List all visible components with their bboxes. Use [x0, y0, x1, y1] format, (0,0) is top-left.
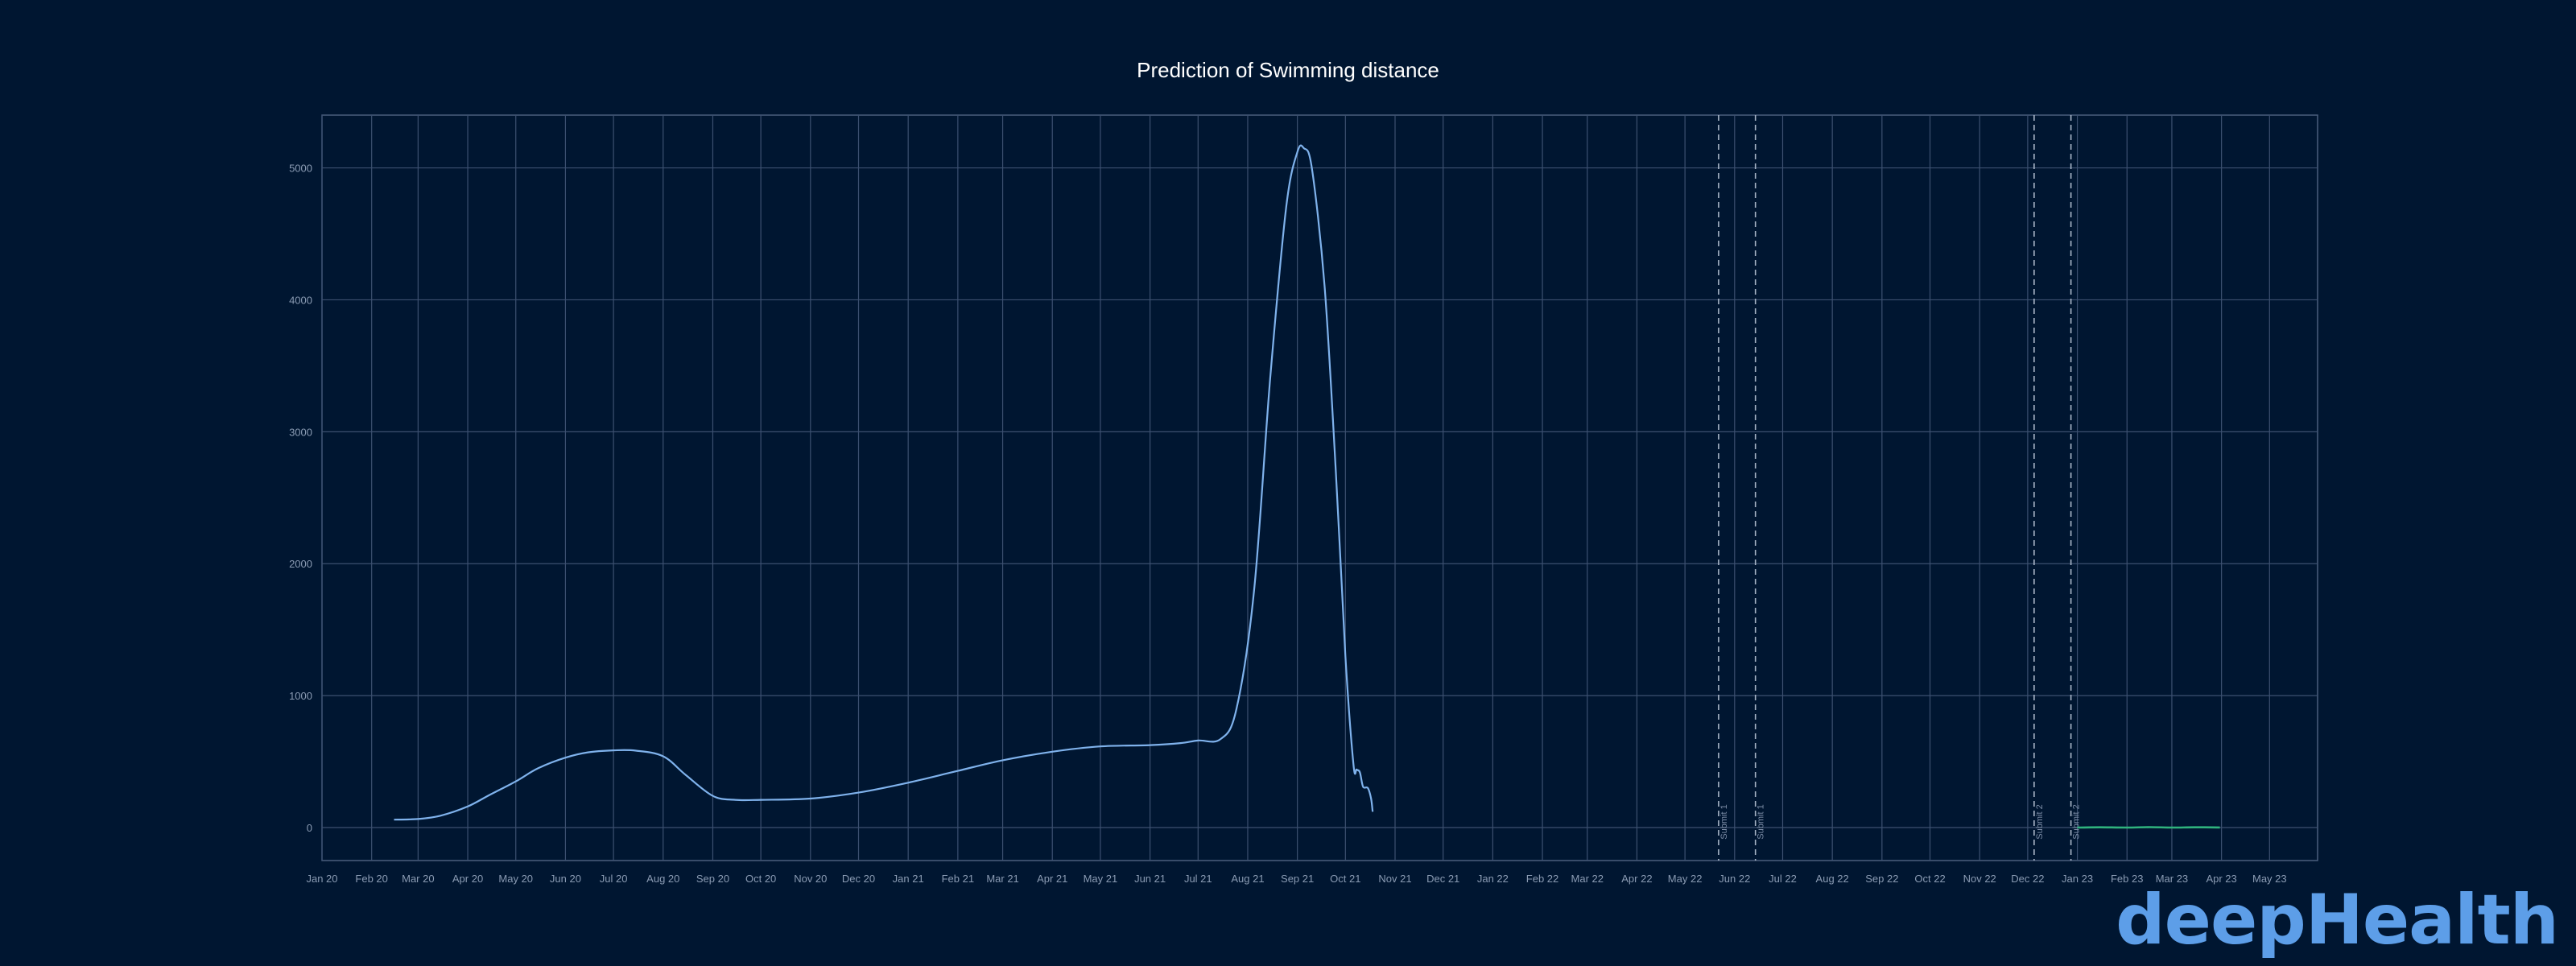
- x-tick-label: Jun 21: [1134, 873, 1166, 885]
- x-tick-label: Jan 22: [1477, 873, 1509, 885]
- x-tick-label: Aug 20: [646, 873, 679, 885]
- vertical-marker-label: Submit 1: [1719, 804, 1729, 839]
- x-tick-label: Nov 21: [1378, 873, 1411, 885]
- x-tick-label: Jul 21: [1184, 873, 1212, 885]
- x-tick-label: Oct 20: [745, 873, 776, 885]
- vertical-markers: Submit 1 Submit 1 Submit 2 Submit 2: [1718, 115, 2082, 861]
- x-tick-label: May 22: [1668, 873, 1703, 885]
- x-tick-label: Aug 21: [1231, 873, 1264, 885]
- x-tick-label: Aug 22: [1816, 873, 1849, 885]
- brand-logo: deepHealth: [2116, 880, 2559, 960]
- x-tick-label: Mar 23: [2156, 873, 2188, 885]
- y-tick-label: 0: [307, 822, 312, 834]
- x-tick-label: Apr 20: [452, 873, 483, 885]
- x-tick-label: Jul 22: [1769, 873, 1797, 885]
- x-tick-label: Dec 20: [842, 873, 875, 885]
- x-tick-label: May 20: [498, 873, 533, 885]
- x-tick-label: Feb 22: [1526, 873, 1558, 885]
- x-tick-label: Mar 21: [986, 873, 1018, 885]
- x-tick-label: Dec 22: [2011, 873, 2044, 885]
- x-tick-label: Nov 20: [794, 873, 827, 885]
- x-tick-label: Apr 23: [2206, 873, 2236, 885]
- y-tick-label: 1000: [289, 690, 312, 702]
- vertical-marker-label: Submit 2: [2072, 804, 2082, 839]
- y-tick-label: 2000: [289, 558, 312, 570]
- x-tick-label: Jan 20: [306, 873, 337, 885]
- x-tick-label: Dec 21: [1426, 873, 1459, 885]
- x-tick-label: Jun 20: [550, 873, 581, 885]
- x-tick-label: Sep 22: [1865, 873, 1898, 885]
- x-tick-labels: Jan 20 Feb 20 Mar 20 Apr 20 May 20 Jun 20 Jul …: [306, 873, 2286, 885]
- y-gridlines: [322, 167, 2318, 828]
- x-tick-label: May 21: [1084, 873, 1118, 885]
- x-tick-label: Apr 22: [1621, 873, 1652, 885]
- x-tick-label: Jul 20: [600, 873, 628, 885]
- x-tick-label: Nov 22: [1963, 873, 1996, 885]
- y-tick-label: 3000: [289, 426, 312, 438]
- vertical-marker-label: Submit 1: [1757, 804, 1766, 839]
- vertical-marker-label: Submit 2: [2035, 804, 2045, 839]
- series-lines: [394, 144, 2220, 829]
- x-tick-label: Jan 23: [2062, 873, 2093, 885]
- x-tick-label: Mar 20: [402, 873, 434, 885]
- y-tick-label: 5000: [289, 163, 312, 175]
- series-line-1: [394, 144, 1374, 821]
- x-tick-label: Jun 22: [1719, 873, 1750, 885]
- x-tick-label: Feb 20: [355, 873, 387, 885]
- x-tick-label: May 23: [2252, 873, 2287, 885]
- x-tick-label: Oct 21: [1330, 873, 1360, 885]
- x-tick-label: Mar 22: [1571, 873, 1604, 885]
- x-tick-label: Feb 21: [942, 873, 974, 885]
- x-tick-label: Feb 23: [2111, 873, 2143, 885]
- x-tick-label: Jan 21: [893, 873, 924, 885]
- chart-title: Prediction of Swimming distance: [1137, 58, 1439, 82]
- x-tick-label: Sep 20: [696, 873, 729, 885]
- y-tick-label: 4000: [289, 294, 312, 306]
- x-tick-label: Apr 21: [1037, 873, 1067, 885]
- x-gridlines: [321, 115, 2270, 861]
- x-tick-label: Sep 21: [1281, 873, 1314, 885]
- y-tick-labels: 0 1000 2000 3000 4000 5000: [289, 163, 312, 834]
- x-tick-label: Oct 22: [1914, 873, 1945, 885]
